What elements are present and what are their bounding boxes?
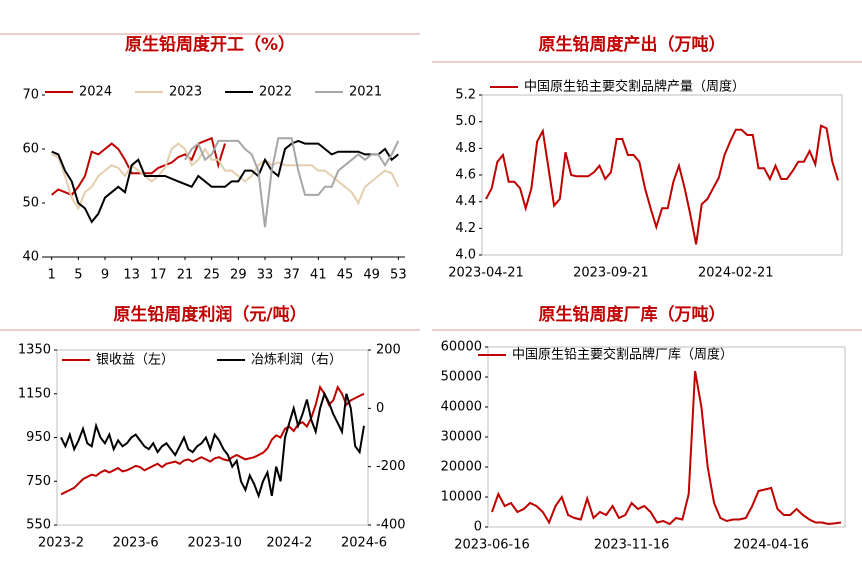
y-tick-label: 4.0 xyxy=(455,248,476,263)
y-tick-label: 4.2 xyxy=(455,221,476,236)
series-line xyxy=(184,137,400,228)
y-tick-label: 10000 xyxy=(441,490,482,505)
y-tick-label: 30000 xyxy=(441,430,482,445)
chart-title: 原生铅周度厂库（万吨） xyxy=(539,304,726,325)
x-tick-label: 2023-10 xyxy=(188,536,242,551)
x-tick-label: 2024-02-21 xyxy=(698,266,774,281)
legend-label: 中国原生铅主要交割品牌厂库（周度） xyxy=(512,347,733,363)
x-tick-label: 2023-2 xyxy=(38,536,84,551)
y-tick-label: 70 xyxy=(22,88,39,103)
chart-title: 原生铅周度开工（%） xyxy=(125,34,295,55)
legend-label: 2024 xyxy=(79,85,112,100)
y-tick-label: 40000 xyxy=(441,400,482,415)
y-tick-label: 4.8 xyxy=(455,141,476,156)
legend-label: 冶炼利润（右） xyxy=(251,353,342,368)
y2-tick-label: 0 xyxy=(376,401,384,416)
y-tick-label: 50000 xyxy=(441,370,482,385)
x-tick-label: 2023-6 xyxy=(113,536,159,551)
chart-title: 原生铅周度产出（万吨） xyxy=(539,34,726,55)
x-tick-label: 49 xyxy=(363,268,380,283)
x-tick-label: 2023-11-16 xyxy=(594,538,670,553)
y-tick-label: 0 xyxy=(474,520,482,535)
series-line xyxy=(485,124,839,245)
x-tick-label: 41 xyxy=(310,268,327,283)
x-tick-label: 53 xyxy=(390,268,407,283)
y-tick-label: 950 xyxy=(26,430,51,445)
y-tick-label: 60 xyxy=(22,142,39,157)
x-tick-label: 2024-2 xyxy=(266,536,312,551)
x-tick-label: 33 xyxy=(257,268,274,283)
y-tick-label: 60000 xyxy=(441,340,482,355)
y2-tick-label: -200 xyxy=(376,459,406,474)
x-tick-label: 1 xyxy=(48,268,56,283)
x-tick-label: 45 xyxy=(337,268,354,283)
legend-label: 2022 xyxy=(259,85,292,100)
y-tick-label: 4.6 xyxy=(455,168,476,183)
x-tick-label: 2023-06-16 xyxy=(454,538,530,553)
y-tick-label: 20000 xyxy=(441,460,482,475)
series-line xyxy=(51,136,226,197)
legend-label: 2023 xyxy=(169,85,202,100)
series-line xyxy=(51,142,400,211)
x-tick-label: 5 xyxy=(74,268,82,283)
chart-title: 原生铅周度利润（元/吨） xyxy=(113,304,306,325)
x-tick-label: 37 xyxy=(283,268,300,283)
y-tick-label: 4.4 xyxy=(455,194,476,209)
y-tick-label: 1350 xyxy=(18,343,51,358)
x-tick-label: 2023-04-21 xyxy=(448,266,524,281)
y-tick-label: 5.2 xyxy=(455,88,476,103)
series-line xyxy=(491,370,842,526)
legend-label: 银收益（左） xyxy=(96,353,174,368)
y-tick-label: 750 xyxy=(26,474,51,489)
y2-tick-label: 200 xyxy=(376,343,401,358)
x-tick-label: 2023-09-21 xyxy=(573,266,649,281)
x-tick-label: 2024-6 xyxy=(341,536,387,551)
x-tick-label: 9 xyxy=(101,268,109,283)
y-tick-label: 5.0 xyxy=(455,114,476,129)
y-tick-label: 40 xyxy=(22,250,39,265)
x-tick-label: 25 xyxy=(203,268,220,283)
x-tick-label: 17 xyxy=(150,268,167,283)
series-line xyxy=(60,391,365,499)
y-tick-label: 50 xyxy=(22,196,39,211)
legend-label: 2021 xyxy=(349,85,382,100)
x-tick-label: 21 xyxy=(177,268,194,283)
series-line xyxy=(51,139,399,224)
y-tick-label: 550 xyxy=(26,518,51,533)
legend-label: 中国原生铅主要交割品牌产量（周度） xyxy=(524,79,745,95)
y2-tick-label: -400 xyxy=(376,518,406,533)
x-tick-label: 13 xyxy=(123,268,140,283)
y-tick-label: 1150 xyxy=(18,386,51,401)
x-tick-label: 2024-04-16 xyxy=(733,538,809,553)
x-tick-label: 29 xyxy=(230,268,247,283)
series-line xyxy=(60,384,365,496)
